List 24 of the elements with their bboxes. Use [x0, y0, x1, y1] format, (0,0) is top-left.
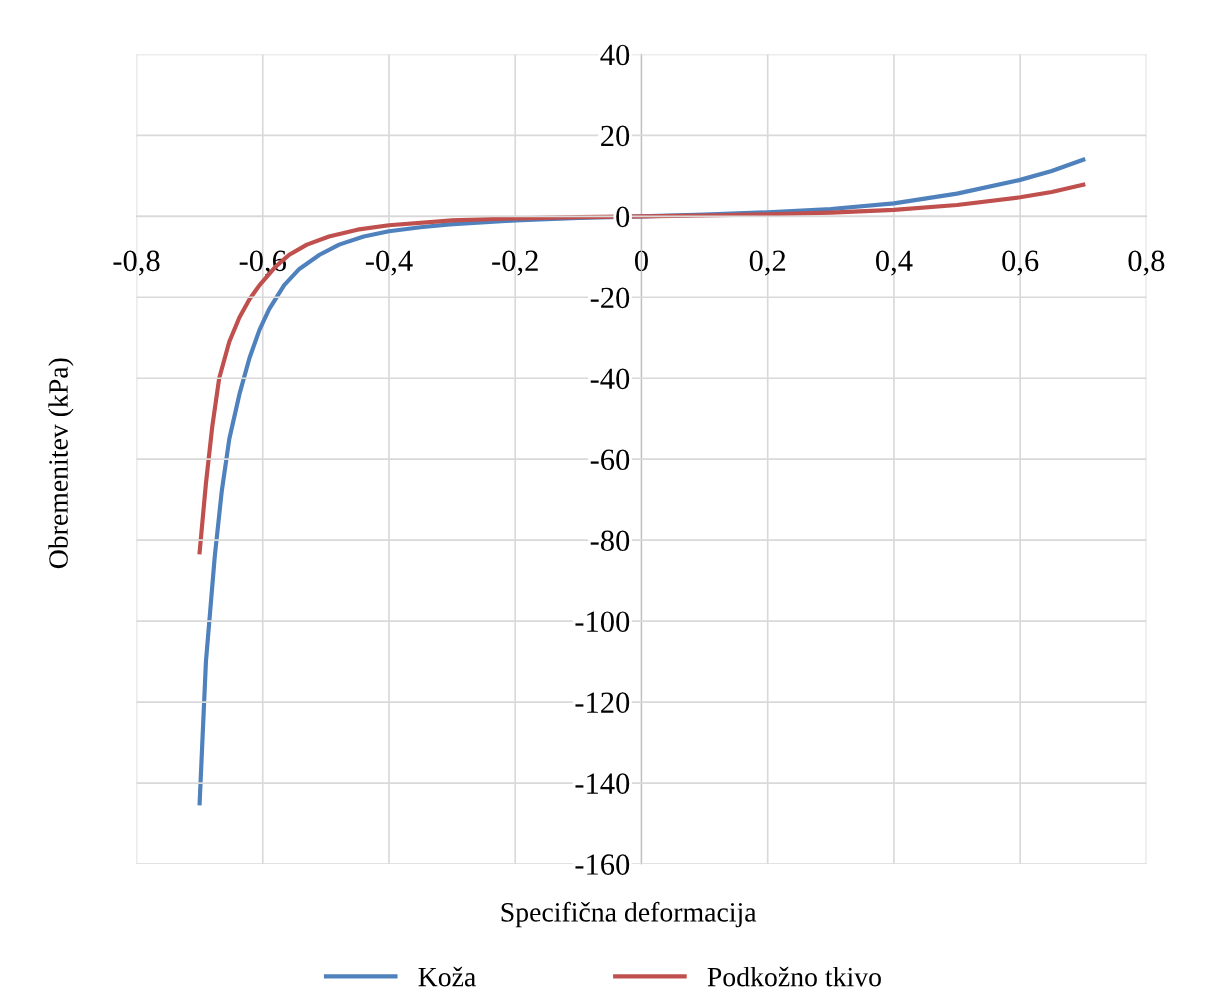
y-tick-label: -100	[575, 611, 630, 633]
y-tick-label: -120	[575, 692, 630, 713]
x-axis-title: Specifična deformacija	[501, 901, 757, 928]
y-tick-label: -160	[575, 854, 630, 875]
y-tick-label: -20	[590, 287, 630, 309]
x-tick-label: -0,8	[113, 250, 160, 276]
y-tick-label: -40	[590, 368, 630, 390]
x-tick-label: 0,6	[1002, 250, 1039, 276]
y-tick-label: 40	[600, 44, 630, 66]
x-tick-label: 0,4	[875, 250, 913, 276]
legend-label: Podkožno tkivo	[707, 966, 881, 987]
y-tick-label: 0	[616, 206, 630, 228]
x-tick-label: 0,8	[1128, 250, 1165, 276]
y-tick-label: -80	[590, 530, 630, 552]
y-tick-label: -140	[575, 773, 630, 794]
line-series	[197, 182, 1086, 555]
x-tick-label: -0,4	[365, 250, 413, 276]
y-tick-label: 20	[601, 125, 630, 147]
y-tick-label: -60	[590, 449, 630, 471]
x-tick-label: -0,2	[492, 250, 538, 276]
y-axis-title: Obremenitev (kPa)	[48, 358, 74, 569]
x-tick-label: 0	[634, 250, 648, 272]
x-tick-label: 0,2	[749, 250, 786, 276]
legend-label: Koža	[418, 966, 476, 987]
